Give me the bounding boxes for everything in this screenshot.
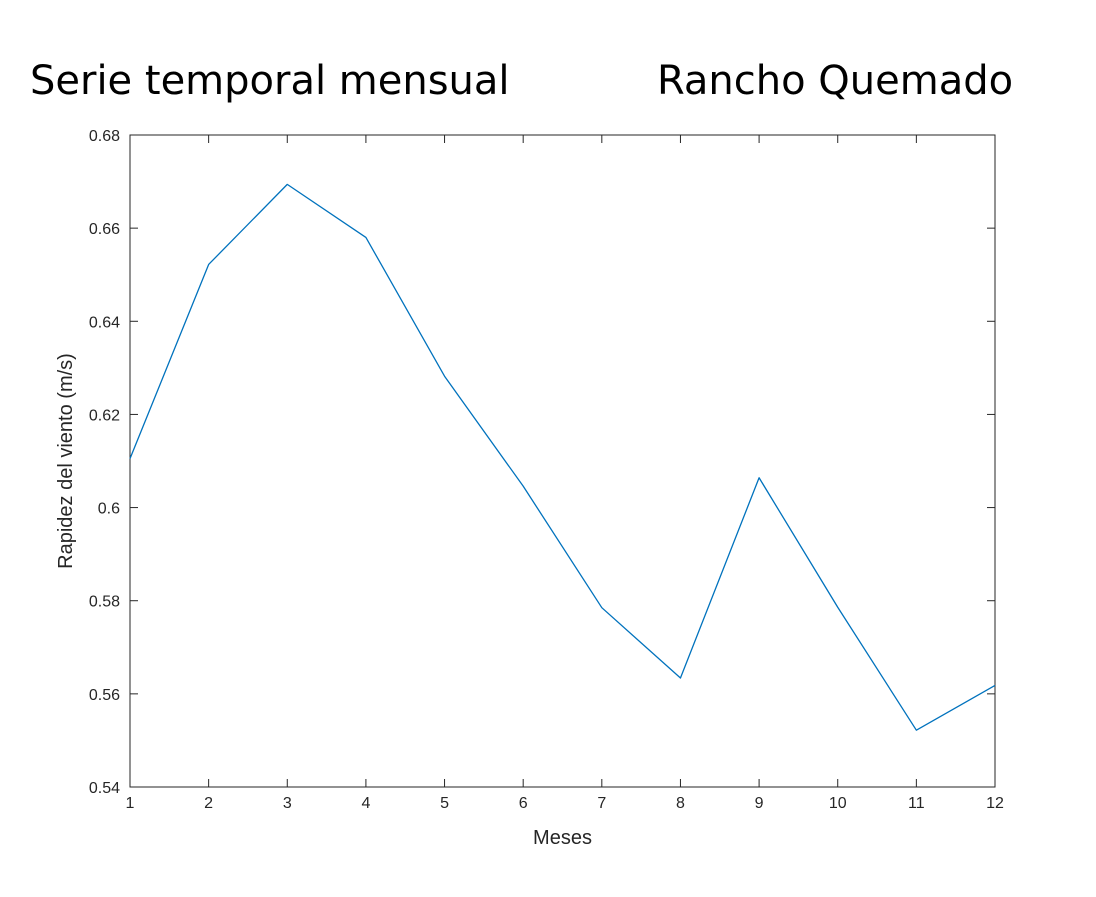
x-tick-label: 9 [755,795,764,812]
x-axis-label: Meses [533,827,592,849]
series-line [129,183,996,731]
x-tick-label: 11 [908,795,925,812]
x-tick-label: 5 [440,795,449,812]
x-tick-label: 4 [361,795,370,812]
x-tick-label: 6 [519,795,528,812]
x-tick-label: 12 [986,795,1004,812]
y-tick-label: 0.6 [98,501,120,518]
y-tick-label: 0.54 [89,780,120,797]
chart-title-right: Rancho Quemado [657,58,1013,104]
series-layer [129,183,996,731]
y-axis: 0.54 0.56 0.58 0.6 0.62 0.64 0.66 0.68 [89,128,995,797]
plot-area [129,134,996,788]
y-tick-label: 0.62 [89,407,120,424]
y-tick-label: 0.66 [89,221,120,238]
x-tick-label: 7 [597,795,606,812]
y-tick-label: 0.58 [89,594,120,611]
chart-title-left: Serie temporal mensual [30,58,510,104]
x-tick-label: 10 [829,795,847,812]
x-axis: 1 2 3 4 5 6 7 8 9 10 11 12 [126,135,1004,812]
y-axis-label: Rapidez del viento (m/s) [55,353,77,569]
y-tick-label: 0.64 [89,314,120,331]
y-tick-label: 0.68 [89,128,120,145]
y-tick-label: 0.56 [89,687,120,704]
x-tick-label: 2 [204,795,213,812]
x-tick-label: 1 [126,795,135,812]
x-tick-label: 8 [676,795,685,812]
x-tick-label: 3 [283,795,292,812]
